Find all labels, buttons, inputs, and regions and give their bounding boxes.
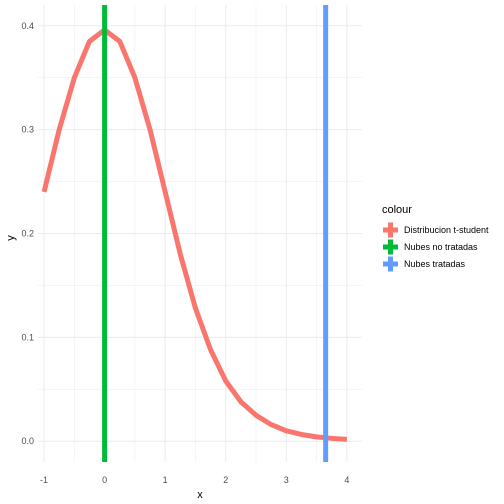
legend-item: Nubes no tratadas <box>382 239 478 256</box>
x-tick-label: 4 <box>344 475 349 485</box>
y-axis-tick-labels: 0.0 0.1 0.2 0.3 0.4 <box>21 21 34 446</box>
x-tick-label: -1 <box>40 475 48 485</box>
legend-item: Distribucion t-student <box>382 222 489 239</box>
legend-label: Nubes tratadas <box>404 259 466 269</box>
x-axis-tick-labels: -1 0 1 2 3 4 <box>40 475 349 485</box>
y-axis-title: y <box>5 235 17 241</box>
legend-item: Nubes tratadas <box>382 256 466 273</box>
legend-label: Distribucion t-student <box>404 225 489 235</box>
legend-label: Nubes no tratadas <box>404 242 478 252</box>
x-tick-label: 1 <box>163 475 168 485</box>
x-axis-title: x <box>197 489 203 501</box>
legend-title: colour <box>382 204 412 216</box>
x-tick-label: 0 <box>102 475 107 485</box>
series-layer <box>41 5 348 462</box>
legend: colour Distribucion t-student Nubes no tr… <box>382 204 489 273</box>
y-tick-label: 0.3 <box>21 125 34 135</box>
legend-items: Distribucion t-student Nubes no tratadas N… <box>382 222 489 273</box>
x-tick-label: 3 <box>284 475 289 485</box>
y-tick-label: 0.1 <box>21 332 34 342</box>
x-tick-label: 2 <box>223 475 228 485</box>
y-tick-label: 0.2 <box>21 229 34 239</box>
y-tick-label: 0.0 <box>21 436 34 446</box>
series-line-t-student <box>41 27 348 442</box>
y-tick-label: 0.4 <box>21 21 34 31</box>
